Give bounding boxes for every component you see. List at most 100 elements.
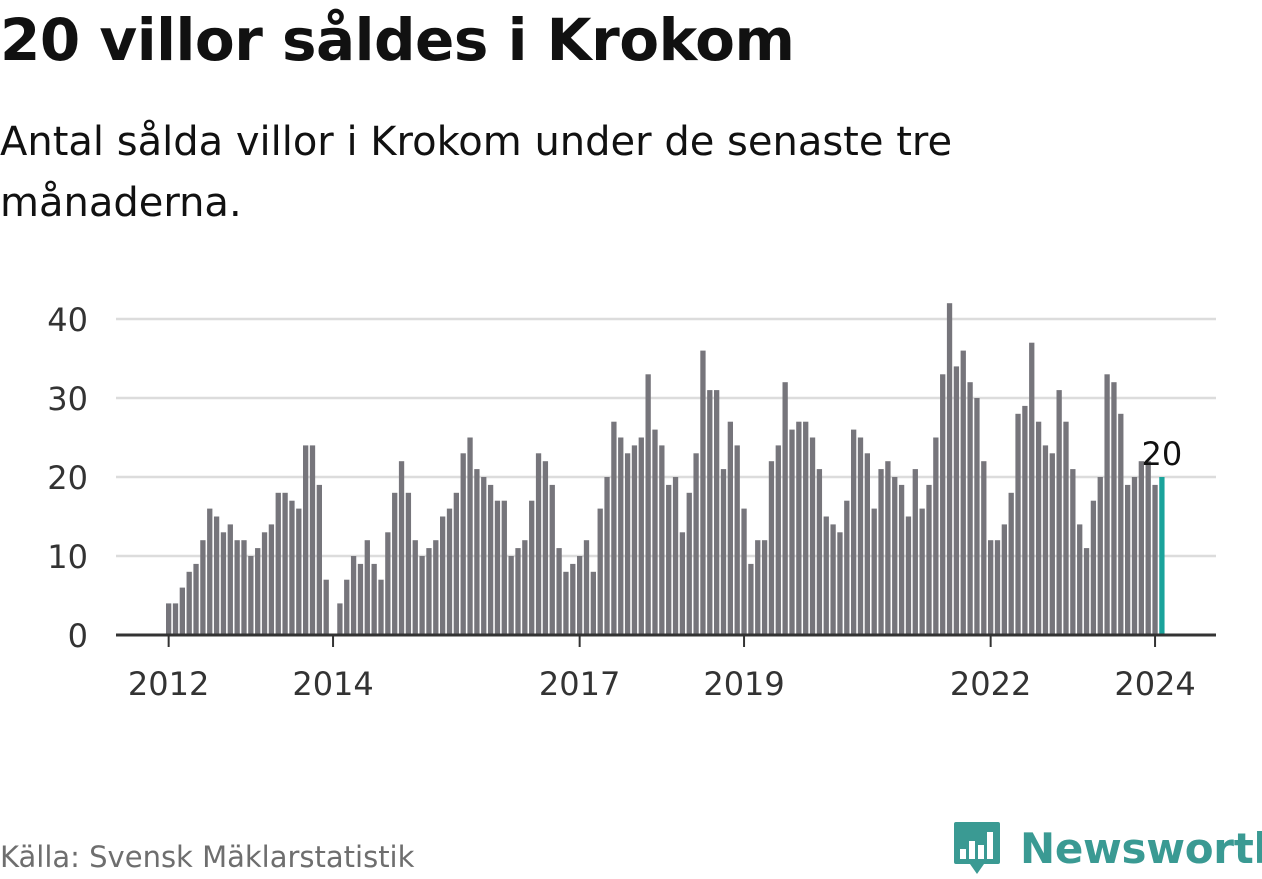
bar [597, 508, 603, 635]
bar [748, 563, 754, 635]
bar [624, 453, 631, 635]
bar [768, 461, 775, 635]
y-tick-label: 30 [47, 380, 88, 418]
bar-chart: 0 10 20 30 40 2012 2014 2017 2019 2022 2024 20 [47, 301, 1216, 703]
x-axis-ticks: 2012 2014 2017 2019 2022 2024 [128, 635, 1196, 703]
bar [898, 484, 905, 635]
bar [1145, 461, 1151, 635]
bar [234, 540, 240, 635]
bar [672, 477, 679, 635]
bars [166, 303, 1165, 635]
bar [734, 445, 740, 635]
bar [440, 516, 446, 635]
bar [926, 484, 932, 635]
bar [823, 516, 829, 635]
bar [693, 453, 699, 635]
bar [659, 445, 665, 635]
bar [193, 563, 199, 635]
bar [583, 540, 590, 635]
latest-value-label: 20 [1142, 435, 1183, 473]
newsworthy-bar-chart-icon [954, 822, 1000, 874]
bar [577, 556, 583, 635]
bar [549, 484, 555, 635]
x-tick-label: 2019 [703, 665, 784, 703]
chart-title: 20 villor såldes i Krokom [0, 6, 795, 74]
bar [570, 563, 576, 635]
bar [1063, 421, 1069, 635]
x-tick-label: 2022 [950, 665, 1031, 703]
bar [522, 540, 528, 635]
bar [357, 563, 364, 635]
bar [467, 437, 473, 635]
bar [912, 469, 918, 635]
bar [946, 303, 953, 635]
bar [1022, 405, 1028, 635]
y-tick-label: 20 [47, 459, 88, 497]
x-tick-label: 2014 [292, 665, 373, 703]
bar [940, 374, 946, 635]
brand-name: Newsworthy [1020, 823, 1262, 873]
bar [652, 429, 658, 635]
bar [727, 421, 733, 635]
bar [481, 477, 487, 635]
bar [542, 461, 549, 635]
bar [611, 421, 617, 635]
bar [686, 492, 692, 635]
bar [241, 540, 247, 635]
bar [741, 508, 747, 635]
bar [844, 500, 850, 635]
bar [1083, 548, 1090, 635]
bar [337, 603, 343, 635]
bar [378, 579, 384, 635]
bar [1138, 461, 1144, 635]
bar [755, 540, 761, 635]
bar [323, 579, 329, 635]
bar [720, 469, 727, 635]
y-tick-label: 40 [47, 301, 88, 339]
bar [775, 445, 781, 635]
bar [707, 390, 713, 635]
bar [398, 461, 405, 635]
bar [392, 492, 398, 635]
chart-subtitle: Antal sålda villor i Krokom under de sen… [0, 119, 953, 226]
bar [1008, 492, 1014, 635]
bar [864, 453, 870, 635]
bar [426, 548, 432, 635]
x-tick-label: 2012 [128, 665, 209, 703]
bar [803, 421, 809, 635]
bar [960, 350, 966, 635]
bar [809, 437, 816, 635]
bar [782, 382, 788, 635]
bar [590, 571, 596, 635]
bar [1056, 390, 1062, 635]
bar [446, 508, 453, 635]
bar [988, 540, 994, 635]
bar [220, 532, 227, 635]
bar [296, 508, 302, 635]
bar [905, 516, 912, 635]
bar [967, 382, 973, 635]
bar [419, 556, 425, 635]
bar [487, 484, 494, 635]
bar [248, 556, 254, 635]
bar-latest [1159, 477, 1165, 635]
bar [1001, 524, 1007, 635]
bar [501, 500, 507, 635]
bar [412, 540, 418, 635]
bar [604, 477, 610, 635]
bar [344, 579, 350, 635]
bar [316, 484, 322, 635]
bar [885, 461, 891, 635]
bar [255, 548, 261, 635]
bar [186, 571, 192, 635]
bar [405, 492, 412, 635]
bar [666, 484, 672, 635]
bar [227, 524, 233, 635]
bar [1131, 477, 1138, 635]
bar [282, 492, 288, 635]
x-tick-label: 2017 [539, 665, 620, 703]
bar [275, 492, 281, 635]
bar [1049, 453, 1055, 635]
bar [268, 524, 275, 635]
bar [1152, 484, 1158, 635]
